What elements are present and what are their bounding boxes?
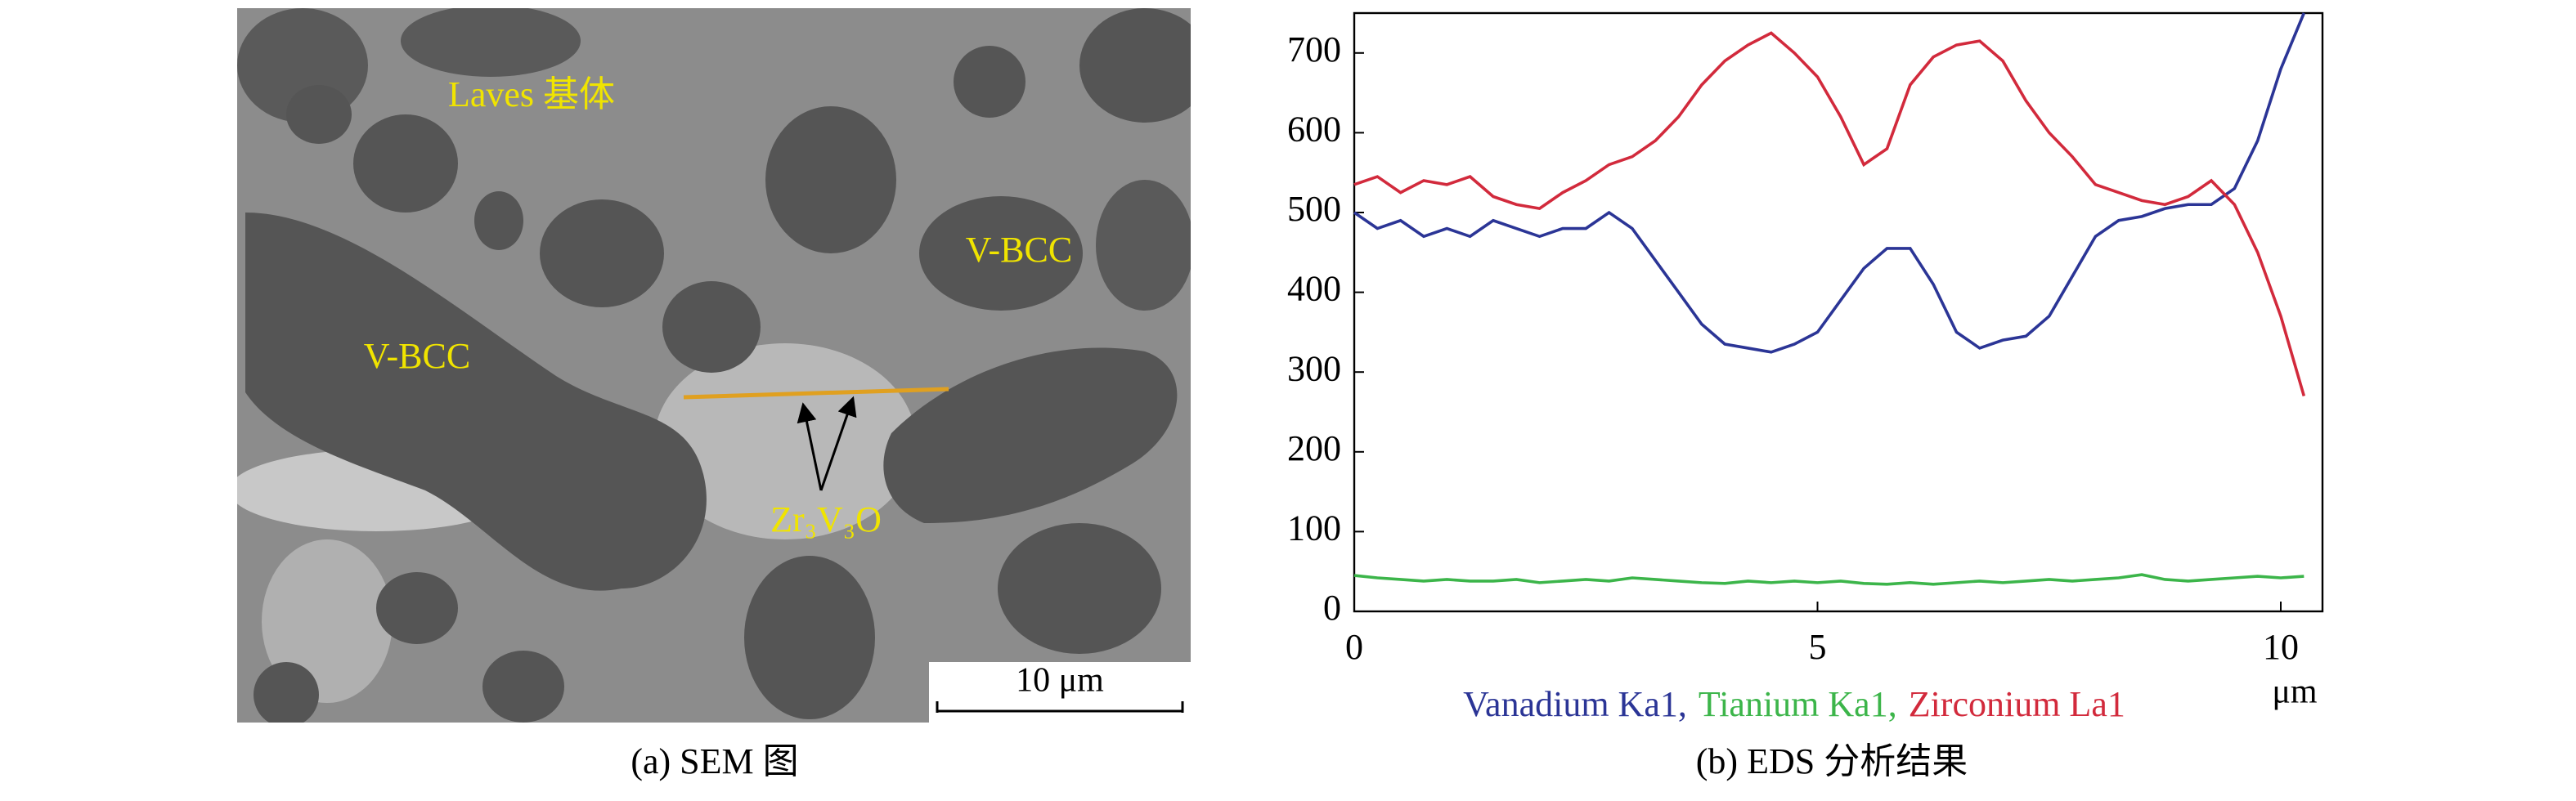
data-line xyxy=(1353,12,2306,354)
y-tick-label: 300 xyxy=(1287,348,1341,388)
legend: Vanadium Ka1, Tianium Ka1, Zirconium La1 xyxy=(1463,684,2125,724)
x-tick-label: 5 xyxy=(1809,627,1827,667)
legend-entry: Vanadium Ka1, xyxy=(1463,684,1687,724)
caption: (b) EDS 分析结果 xyxy=(1696,741,1968,781)
scale-bar-label: 10 μm xyxy=(1016,662,1104,700)
phase-label: Laves 基体 xyxy=(448,74,615,114)
legend-entry: Zirconium La1 xyxy=(1909,684,2125,724)
legend-entry: Tianium Ka1, xyxy=(1699,684,1897,724)
plot-frame xyxy=(1353,11,2324,613)
x-tick-label: 10 xyxy=(2263,627,2299,667)
x-unit: μm xyxy=(2272,673,2318,711)
y-tick-label: 0 xyxy=(1323,588,1341,628)
sem-image: Laves 基体 V-BCC V-BCC Zr₃V₃O 10 μm xyxy=(237,8,1191,723)
y-tick-label: 200 xyxy=(1287,428,1341,468)
phase-label: Zr₃V₃O xyxy=(770,499,882,539)
data-line xyxy=(1353,573,2304,586)
x-tick-label: 0 xyxy=(1345,627,1363,667)
caption: (a) SEM 图 xyxy=(631,741,798,781)
y-tick-label: 500 xyxy=(1287,189,1341,229)
phase-label: V-BCC xyxy=(364,336,470,376)
y-tick-label: 600 xyxy=(1287,109,1341,149)
phase-label: V-BCC xyxy=(966,230,1072,270)
data-line xyxy=(1353,31,2306,396)
y-tick-label: 700 xyxy=(1287,29,1341,69)
y-tick-label: 100 xyxy=(1287,508,1341,548)
y-tick-label: 400 xyxy=(1287,269,1341,309)
